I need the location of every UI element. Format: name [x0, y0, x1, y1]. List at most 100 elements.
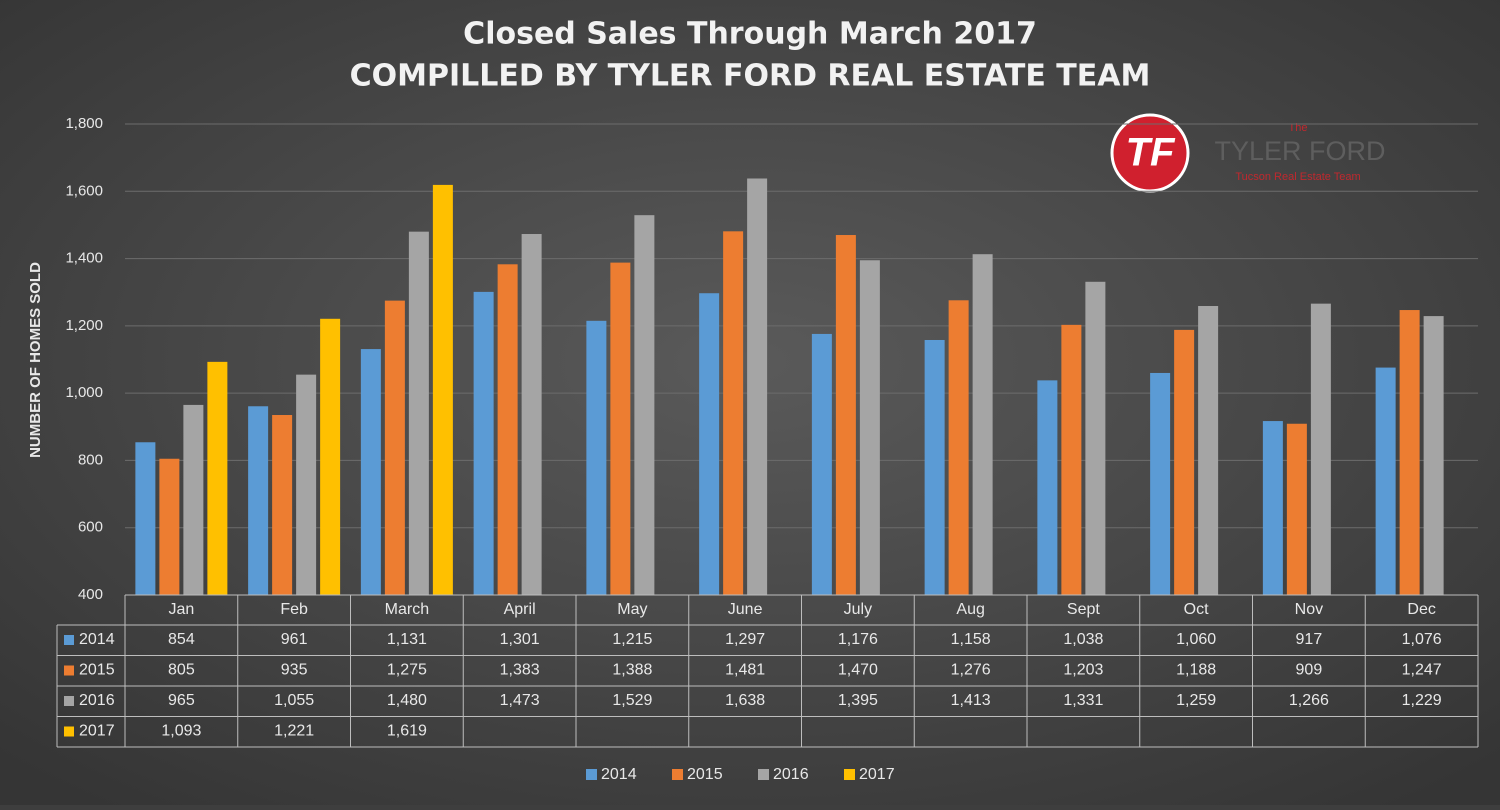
table-cell: 1,481 — [725, 662, 765, 679]
bar — [1198, 306, 1219, 595]
table-cell: 1,473 — [500, 692, 540, 709]
legend-label: 2016 — [773, 766, 809, 783]
table-cell: 1,619 — [387, 723, 427, 740]
y-tick-label: 1,400 — [65, 250, 103, 267]
bar — [924, 339, 945, 595]
bar — [699, 293, 720, 595]
legend-key — [672, 769, 683, 780]
bar — [432, 184, 453, 596]
bar — [610, 262, 631, 595]
y-tick-label: 600 — [78, 519, 103, 536]
bar — [1310, 303, 1331, 595]
bar — [1262, 421, 1283, 595]
bar — [723, 231, 744, 595]
bar — [1037, 380, 1058, 595]
legend-label: 2017 — [859, 766, 895, 783]
x-tick-label: Aug — [956, 601, 984, 618]
bar — [473, 291, 494, 595]
legend-key — [586, 769, 597, 780]
bar — [320, 318, 341, 595]
y-tick-label: 1,800 — [65, 115, 103, 132]
legend-key — [758, 769, 769, 780]
bar — [586, 320, 607, 595]
x-tick-label: Nov — [1295, 601, 1323, 618]
table-cell: 1,259 — [1176, 692, 1216, 709]
bar — [1375, 367, 1396, 595]
table-cell: 935 — [281, 662, 308, 679]
logo-name: TYLER FORD — [1214, 136, 1385, 166]
table-cell: 1,158 — [951, 631, 991, 648]
table-cell: 1,093 — [161, 723, 201, 740]
bar — [272, 415, 293, 595]
table-cell: 1,297 — [725, 631, 765, 648]
table-cell: 1,413 — [951, 692, 991, 709]
logo-pre: The — [1289, 122, 1308, 134]
table-cell: 1,215 — [612, 631, 652, 648]
table-cell: 805 — [168, 662, 195, 679]
table-cell: 1,203 — [1063, 662, 1103, 679]
bar — [1061, 324, 1082, 595]
logo-tagline: Tucson Real Estate Team — [1235, 171, 1360, 183]
table-cell: 1,076 — [1402, 631, 1442, 648]
table-key — [64, 635, 74, 645]
y-axis-label: NUMBER OF HOMES SOLD — [27, 262, 44, 458]
table-cell: 1,480 — [387, 692, 427, 709]
bar — [1423, 316, 1444, 595]
x-tick-label: Jan — [168, 601, 194, 618]
bar — [408, 231, 429, 595]
bar — [521, 234, 542, 595]
table-cell: 1,055 — [274, 692, 314, 709]
table-key — [64, 696, 74, 706]
table-cell: 1,131 — [387, 631, 427, 648]
table-cell: 1,638 — [725, 692, 765, 709]
logo: TF The TYLER FORD Tucson Real Estate Tea… — [1110, 113, 1386, 193]
x-tick-label: June — [728, 601, 763, 618]
table-cell: 1,470 — [838, 662, 878, 679]
table-row-label: 2014 — [79, 631, 115, 648]
table-row-label: 2015 — [79, 662, 115, 679]
table-cell: 1,331 — [1063, 692, 1103, 709]
bar — [360, 349, 381, 595]
bar — [811, 333, 832, 595]
table-cell: 1,221 — [274, 723, 314, 740]
bar — [859, 260, 880, 595]
bar — [248, 406, 269, 595]
x-tick-label: April — [504, 601, 536, 618]
table-cell: 1,229 — [1402, 692, 1442, 709]
x-tick-label: Oct — [1184, 601, 1209, 618]
bar — [747, 178, 768, 595]
table-cell: 1,301 — [500, 631, 540, 648]
y-tick-label: 1,000 — [65, 384, 103, 401]
bar — [972, 254, 993, 595]
x-tick-label: March — [385, 601, 429, 618]
table-cell: 965 — [168, 692, 195, 709]
table-cell: 1,247 — [1402, 662, 1442, 679]
bar — [296, 374, 317, 595]
y-tick-label: 400 — [78, 586, 103, 603]
x-tick-label: Dec — [1407, 601, 1435, 618]
table-cell: 909 — [1296, 662, 1323, 679]
table-cell: 1,188 — [1176, 662, 1216, 679]
logo-initials: TF — [1126, 131, 1176, 175]
bar — [1085, 281, 1106, 595]
table-key — [64, 726, 74, 737]
bar — [207, 361, 228, 595]
x-tick-label: July — [844, 601, 872, 618]
y-tick-label: 800 — [78, 451, 103, 468]
table-cell: 1,276 — [951, 662, 991, 679]
table-cell: 1,529 — [612, 692, 652, 709]
bar — [384, 300, 405, 595]
bar — [1150, 372, 1171, 595]
legend-key — [844, 769, 855, 780]
table-cell: 1,266 — [1289, 692, 1329, 709]
bar — [634, 215, 655, 595]
table-cell: 1,060 — [1176, 631, 1216, 648]
y-tick-label: 1,600 — [65, 182, 103, 199]
bar — [183, 404, 204, 595]
table-cell: 1,395 — [838, 692, 878, 709]
bar — [1174, 329, 1195, 595]
table-row-label: 2017 — [79, 723, 115, 740]
table-cell: 1,388 — [612, 662, 652, 679]
table-cell: 1,275 — [387, 662, 427, 679]
